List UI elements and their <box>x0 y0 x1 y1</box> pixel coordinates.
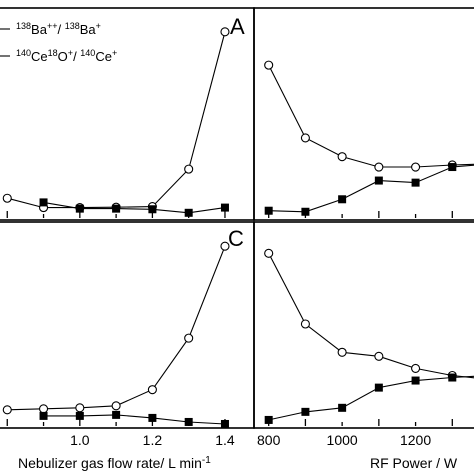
chart-panel-c: C 1.0 1.2 1.4 <box>0 221 255 448</box>
data-point-open-circle <box>2 193 12 203</box>
series-line-filled-square <box>43 414 226 425</box>
data-point-open-circle <box>300 133 310 143</box>
data-point-filled-square <box>75 411 84 420</box>
data-point-filled-square <box>264 415 273 424</box>
data-point-filled-square <box>184 208 193 217</box>
data-point-open-circle <box>220 27 230 37</box>
series-line-open-circle <box>268 253 474 379</box>
data-point-filled-square <box>411 178 420 187</box>
panel-letter-a: A <box>230 14 245 39</box>
data-point-open-circle <box>147 385 157 395</box>
data-point-filled-square <box>374 383 383 392</box>
x-axis-title-nebulizer: Nebulizer gas flow rate/ L min-1 <box>18 455 211 472</box>
series-line-filled-square <box>43 201 226 214</box>
data-point-filled-square <box>374 176 383 185</box>
data-point-open-circle <box>374 162 384 172</box>
data-point-open-circle <box>2 405 12 415</box>
series-marks-a <box>2 27 230 218</box>
data-point-open-circle <box>38 404 49 414</box>
data-point-filled-square <box>39 198 48 207</box>
data-point-filled-square <box>301 207 310 216</box>
data-point-open-circle <box>220 241 230 251</box>
x-tick-label: 1200 <box>400 432 431 448</box>
legend-label-ba-ratio: 138Ba++/ 138Ba+ <box>16 21 101 37</box>
data-point-filled-square <box>39 411 48 420</box>
x-tick-label: 1.2 <box>143 432 163 448</box>
data-point-filled-square <box>338 403 347 412</box>
data-point-filled-square <box>220 419 229 428</box>
data-point-open-circle <box>111 401 121 411</box>
data-point-open-circle <box>337 152 347 162</box>
data-point-filled-square <box>112 410 121 419</box>
chart-panel-b <box>253 7 474 221</box>
x-axis-title-rf-power: RF Power / W <box>370 455 458 471</box>
data-point-open-circle <box>184 333 194 343</box>
data-point-open-circle <box>264 248 274 258</box>
series-line-open-circle <box>7 245 226 411</box>
series-line-filled-square <box>268 375 474 421</box>
data-point-filled-square <box>411 376 420 385</box>
data-point-filled-square <box>75 204 84 213</box>
data-point-open-circle <box>264 60 274 70</box>
x-tick-label: 1.4 <box>215 432 235 448</box>
data-point-filled-square <box>448 373 457 382</box>
plot-frame-d <box>253 221 474 429</box>
legend-label-ceo-ratio: 140Ce18O+/ 140Ce+ <box>16 48 117 64</box>
data-point-filled-square <box>338 195 347 204</box>
x-tick-label: 1.0 <box>70 432 90 448</box>
data-point-filled-square <box>148 413 157 422</box>
series-marks-b <box>264 60 474 218</box>
chart-panel-a: A <box>0 7 255 221</box>
data-point-open-circle <box>337 347 347 357</box>
series-marks-c: 1.0 1.2 1.4 <box>2 241 235 448</box>
data-point-open-circle <box>411 162 421 172</box>
series-line-filled-square <box>268 164 474 213</box>
data-point-open-circle <box>75 403 85 413</box>
series-line-open-circle <box>268 64 474 168</box>
data-point-filled-square <box>220 203 229 212</box>
x-tick-label: 800 <box>257 432 281 448</box>
data-point-open-circle <box>411 363 421 373</box>
plot-frame-c <box>0 221 255 429</box>
plot-frame-b <box>253 7 474 221</box>
x-tick-label: 1000 <box>327 432 358 448</box>
data-point-open-circle <box>374 351 384 361</box>
data-point-filled-square <box>301 407 310 416</box>
panel-letter-c: C <box>228 226 244 251</box>
data-point-filled-square <box>448 163 457 172</box>
data-point-open-circle <box>300 319 310 329</box>
data-point-open-circle <box>184 164 194 174</box>
data-point-filled-square <box>184 417 193 426</box>
data-point-filled-square <box>264 206 273 215</box>
legend: 138Ba++/ 138Ba+ 140Ce18O+/ 140Ce+ <box>0 21 117 64</box>
data-point-filled-square <box>148 205 157 214</box>
plot-frame-a <box>0 7 255 221</box>
data-point-filled-square <box>112 204 121 213</box>
